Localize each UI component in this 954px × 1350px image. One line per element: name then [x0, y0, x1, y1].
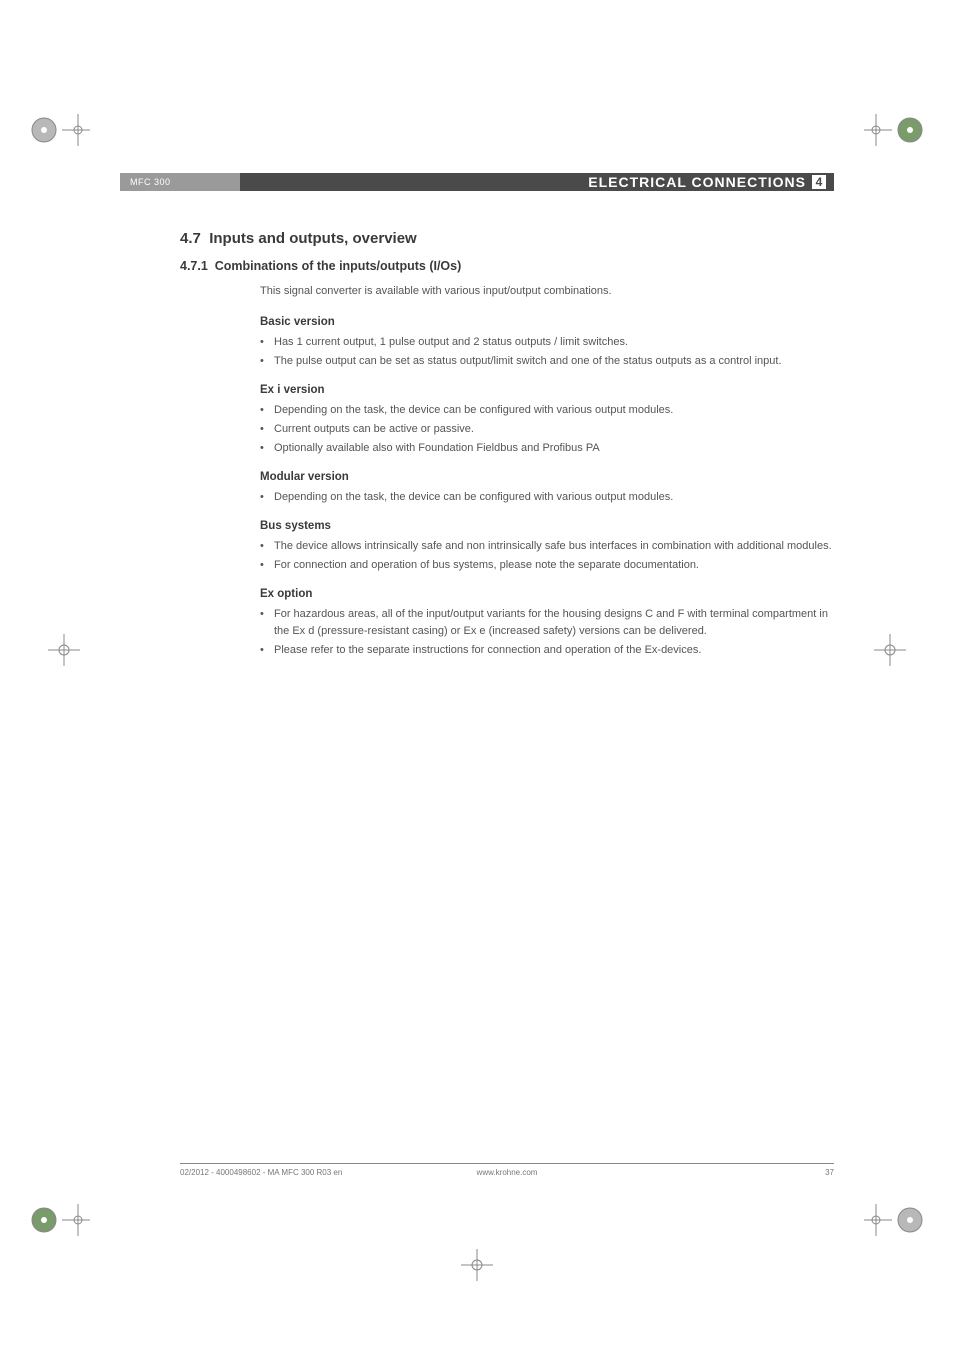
crop-mark-bottom-right: [864, 1190, 924, 1250]
header-doc-code: MFC 300: [130, 177, 171, 187]
bullet-list: Has 1 current output, 1 pulse output and…: [260, 334, 834, 370]
subsection-title: Combinations of the inputs/outputs (I/Os…: [215, 259, 462, 273]
group-heading: Modular version: [260, 471, 834, 483]
bullet-list: Depending on the task, the device can be…: [260, 402, 834, 457]
section-heading: 4.7 Inputs and outputs, overview: [180, 230, 834, 247]
subsection-number: 4.7.1: [180, 259, 208, 273]
bullet-list: Depending on the task, the device can be…: [260, 489, 834, 506]
list-item: Current outputs can be active or passive…: [260, 421, 834, 438]
crop-mark-mid-left: [30, 620, 90, 680]
chapter-title: ELECTRICAL CONNECTIONS: [588, 174, 806, 190]
header-doc-code-box: MFC 300: [120, 173, 240, 191]
list-item: Depending on the task, the device can be…: [260, 402, 834, 419]
list-item: For hazardous areas, all of the input/ou…: [260, 606, 834, 640]
crop-mark-bottom-left: [30, 1190, 90, 1250]
section-number: 4.7: [180, 230, 201, 247]
footer-center: www.krohne.com: [477, 1168, 538, 1177]
crop-mark-top-left: [30, 100, 90, 160]
list-item: The device allows intrinsically safe and…: [260, 538, 834, 555]
list-item: For connection and operation of bus syst…: [260, 557, 834, 574]
bullet-list: The device allows intrinsically safe and…: [260, 538, 834, 574]
list-item: Please refer to the separate instruction…: [260, 642, 834, 659]
crop-mark-top-right: [864, 100, 924, 160]
page-content: 4.7 Inputs and outputs, overview 4.7.1 C…: [180, 230, 834, 667]
section-title: Inputs and outputs, overview: [209, 230, 417, 247]
crop-mark-mid-right: [864, 620, 924, 680]
footer-left: 02/2012 - 4000498602 - MA MFC 300 R03 en: [180, 1168, 342, 1177]
intro-text: This signal converter is available with …: [260, 283, 834, 300]
list-item: Optionally available also with Foundatio…: [260, 440, 834, 457]
footer-page-number: 37: [825, 1168, 834, 1177]
subsection-heading: 4.7.1 Combinations of the inputs/outputs…: [180, 259, 834, 273]
group-heading: Basic version: [260, 316, 834, 328]
group-heading: Ex option: [260, 588, 834, 600]
crop-mark-bottom-center: [447, 1235, 507, 1295]
bullet-list: For hazardous areas, all of the input/ou…: [260, 606, 834, 659]
body-indented: This signal converter is available with …: [180, 283, 834, 659]
list-item: Has 1 current output, 1 pulse output and…: [260, 334, 834, 351]
list-item: The pulse output can be set as status ou…: [260, 353, 834, 370]
page-footer: 02/2012 - 4000498602 - MA MFC 300 R03 en…: [180, 1163, 834, 1177]
list-item: Depending on the task, the device can be…: [260, 489, 834, 506]
header-bar: MFC 300 ELECTRICAL CONNECTIONS 4: [120, 173, 834, 191]
chapter-number: 4: [812, 175, 826, 189]
group-heading: Ex i version: [260, 384, 834, 396]
header-chapter-box: ELECTRICAL CONNECTIONS 4: [240, 173, 834, 191]
group-heading: Bus systems: [260, 520, 834, 532]
